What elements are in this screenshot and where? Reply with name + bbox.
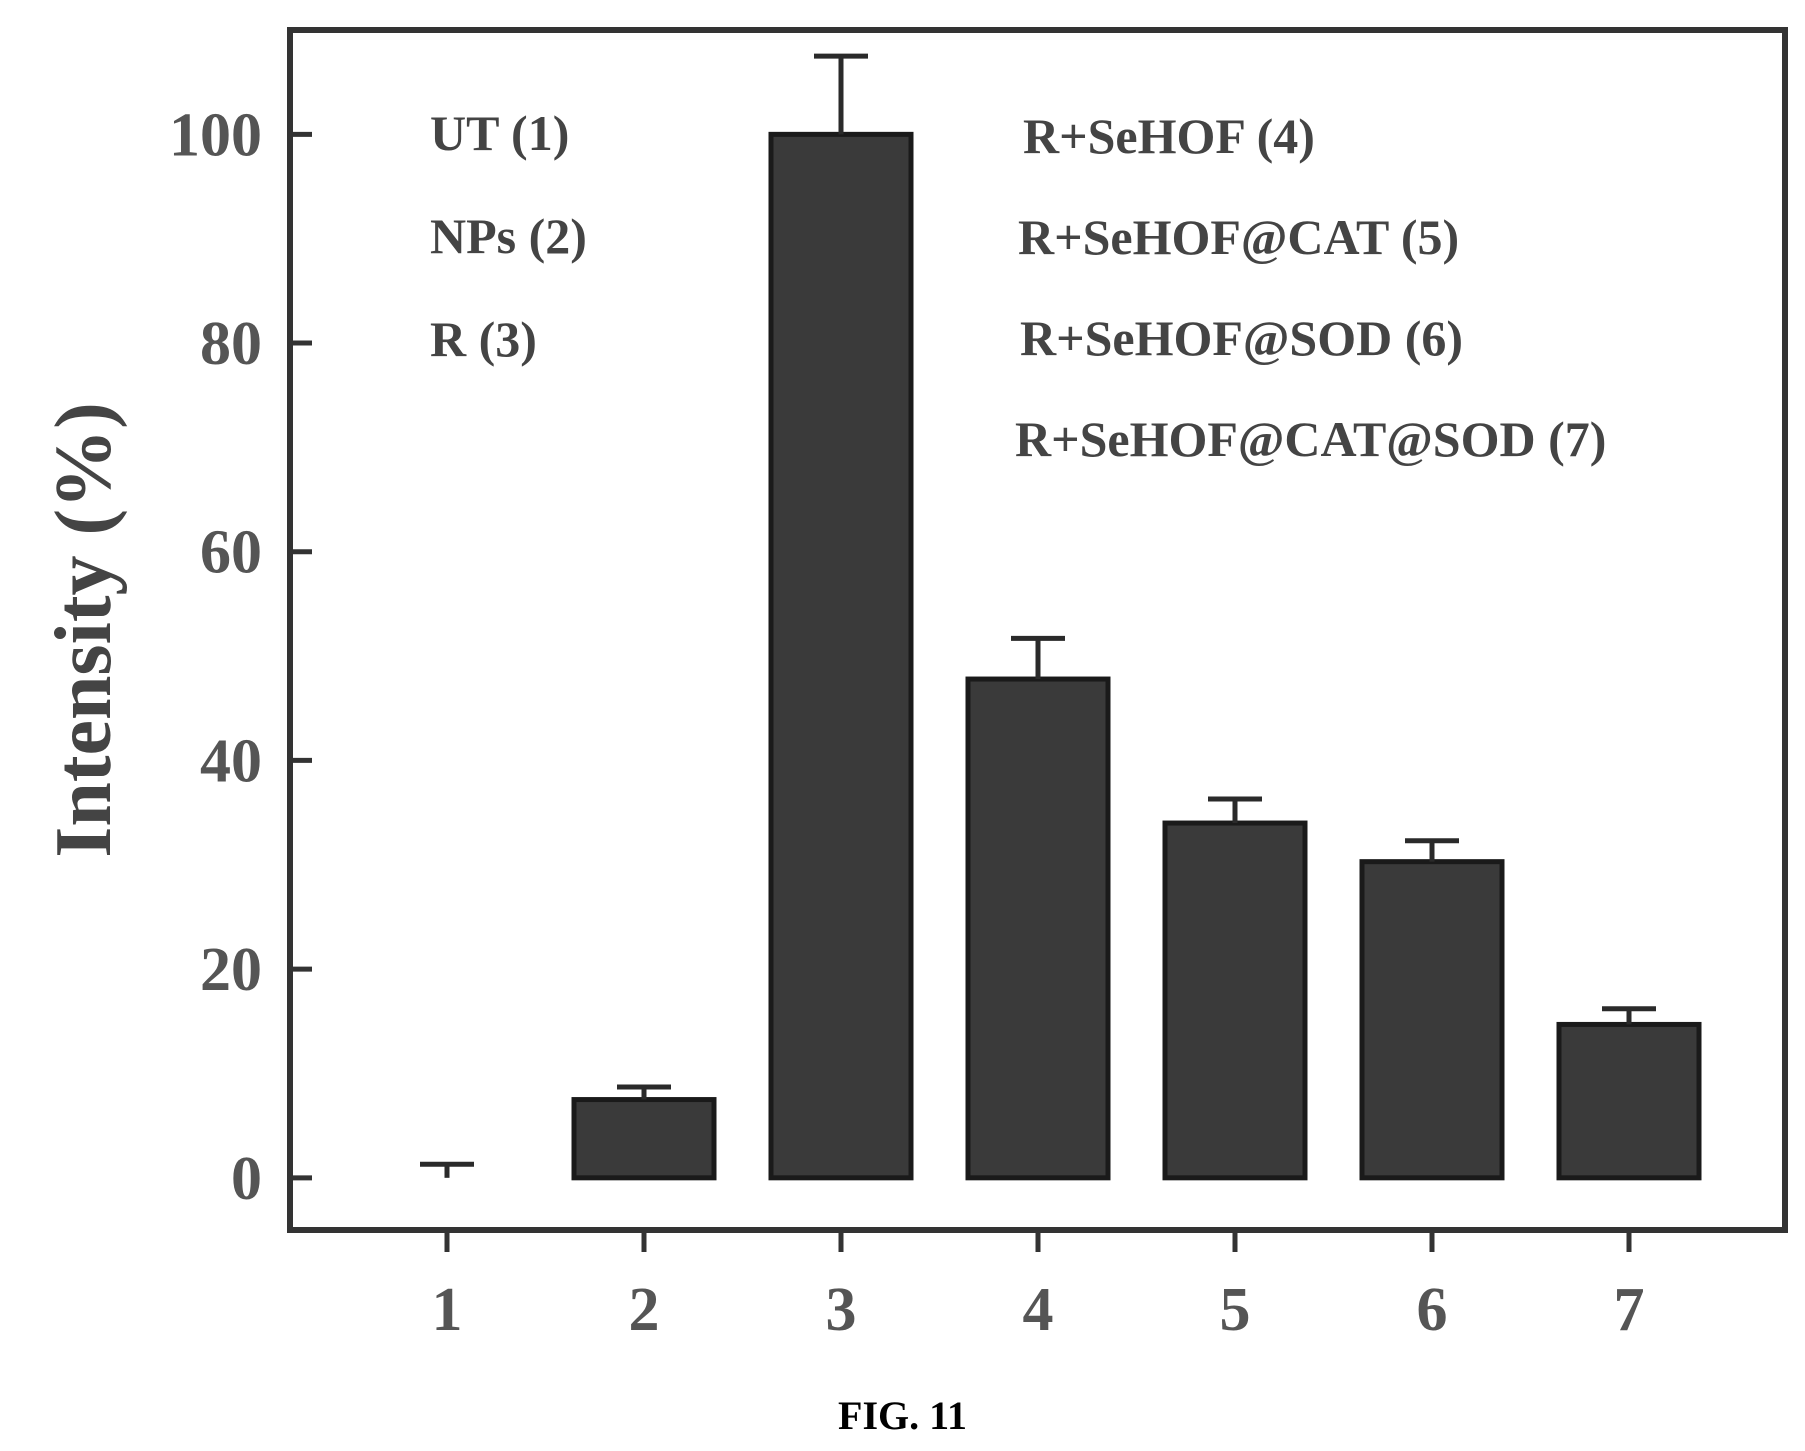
y-tick-label-5: 100 xyxy=(169,101,262,169)
bar-7 xyxy=(1556,1021,1702,1181)
x-tick-label-0: 1 xyxy=(432,1276,463,1344)
y-tick-label-2: 40 xyxy=(200,727,262,795)
legend-right-item-0: R+SeHOF (4) xyxy=(1023,108,1315,164)
legend-right-item-3: R+SeHOF@CAT@SOD (7) xyxy=(1015,411,1606,467)
y-tick-label-3: 60 xyxy=(200,519,262,587)
y-tick-label-0: 0 xyxy=(231,1145,262,1213)
x-tick-label-3: 4 xyxy=(1023,1276,1054,1344)
y-axis: 0 20 40 60 80 100 xyxy=(169,101,312,1213)
x-tick-label-2: 3 xyxy=(826,1276,857,1344)
x-axis: 1 2 3 4 5 6 7 xyxy=(432,1230,1645,1344)
y-tick-label-4: 80 xyxy=(200,310,262,378)
figure-caption: FIG. 11 xyxy=(838,1393,967,1438)
legend-right: R+SeHOF (4) R+SeHOF@CAT (5) R+SeHOF@SOD (6… xyxy=(1015,108,1606,467)
bar-3 xyxy=(768,131,914,1181)
x-tick-label-4: 5 xyxy=(1220,1276,1251,1344)
bars xyxy=(571,131,1702,1181)
bar-5 xyxy=(1162,820,1308,1181)
legend-left-item-1: NPs (2) xyxy=(430,208,587,264)
legend-left-item-0: UT (1) xyxy=(430,105,569,161)
legend-right-item-1: R+SeHOF@CAT (5) xyxy=(1018,209,1459,265)
legend-left: UT (1) NPs (2) R (3) xyxy=(430,105,587,367)
y-tick-label-1: 20 xyxy=(200,936,262,1004)
x-tick-label-6: 7 xyxy=(1614,1276,1645,1344)
y-axis-label: Intensity (%) xyxy=(40,402,128,858)
bar-4 xyxy=(965,676,1111,1181)
bar-2 xyxy=(571,1097,717,1181)
bar-6 xyxy=(1359,859,1505,1181)
x-tick-label-1: 2 xyxy=(629,1276,660,1344)
error-bars xyxy=(420,53,1656,1178)
legend-right-item-2: R+SeHOF@SOD (6) xyxy=(1020,310,1463,366)
legend-left-item-2: R (3) xyxy=(430,311,537,367)
x-tick-label-5: 6 xyxy=(1417,1276,1448,1344)
